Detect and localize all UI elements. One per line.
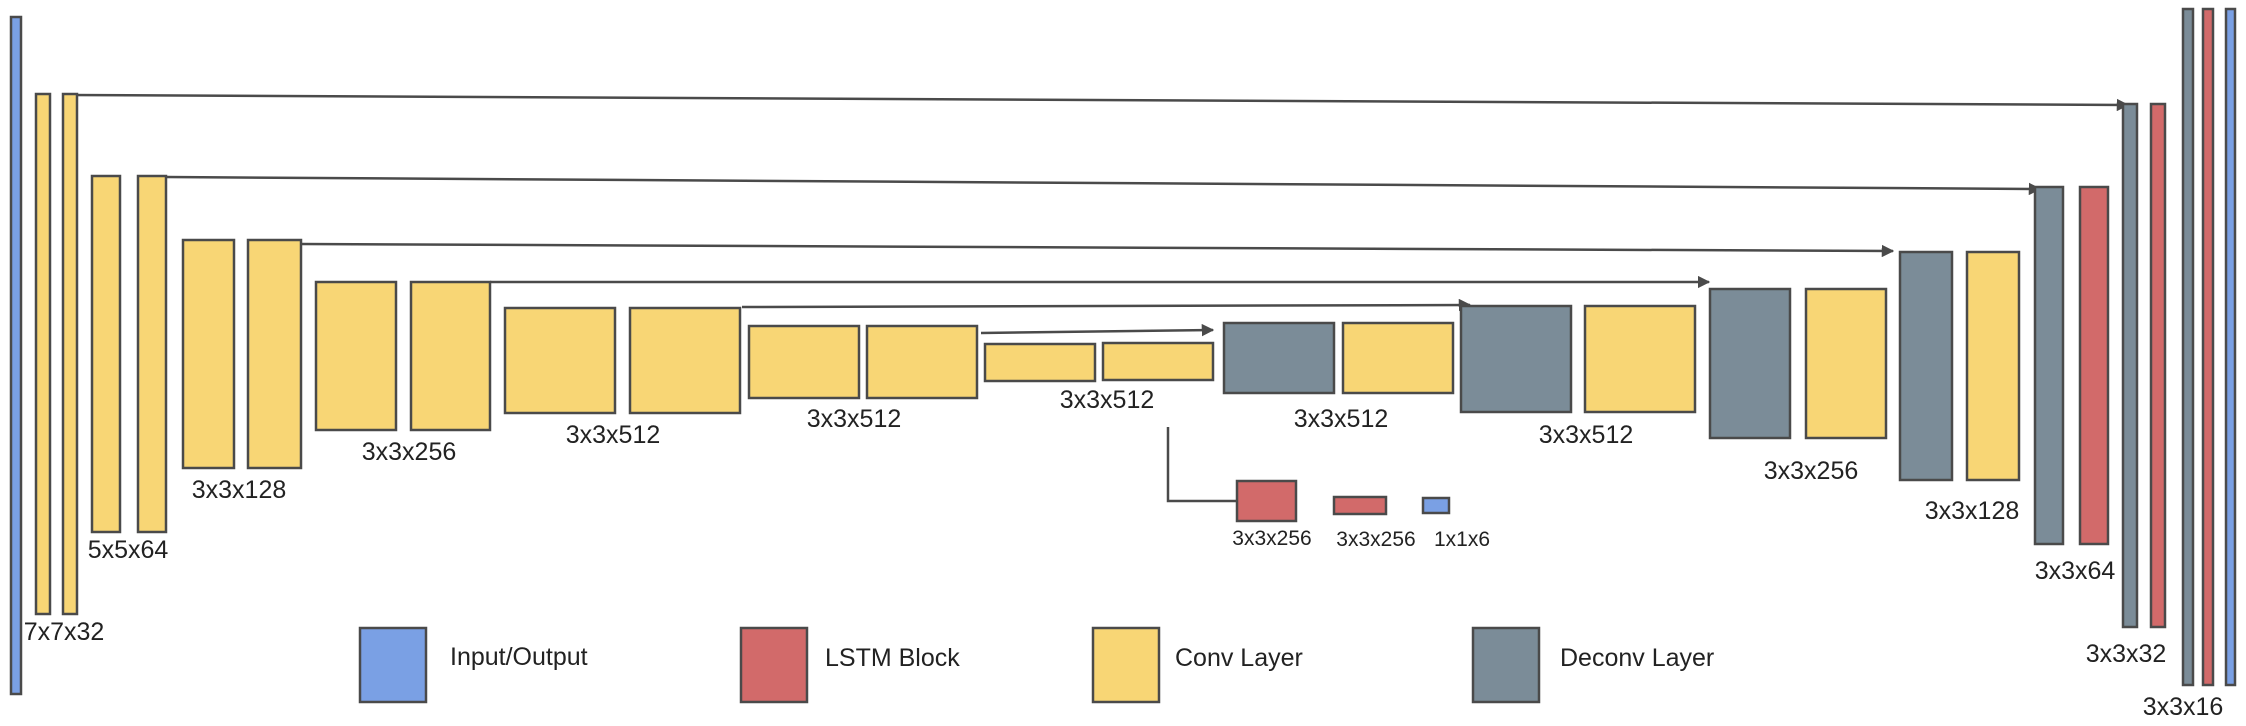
conv-block-5a xyxy=(503,306,617,415)
label-dec-l5: 3x3x64 xyxy=(2035,557,2116,585)
output-block xyxy=(2224,7,2237,687)
label-dec-l6: 3x3x32 xyxy=(2086,640,2167,668)
lstm-block-bottleneck-2 xyxy=(1332,495,1388,516)
label-enc-l1: 7x7x32 xyxy=(24,618,105,646)
conv-block-5b xyxy=(628,306,742,415)
legend: Input/Output LSTM Block Conv Layer Decon… xyxy=(358,626,1714,704)
skip-arrow-1 xyxy=(68,93,2130,112)
label-enc-l7: 3x3x512 xyxy=(1060,386,1155,414)
bottleneck-branch-line xyxy=(1166,427,1237,503)
label-bottleneck-out: 1x1x6 xyxy=(1434,528,1490,551)
label-enc-l5: 3x3x512 xyxy=(566,421,661,449)
label-enc-l6: 3x3x512 xyxy=(807,405,902,433)
label-dec-l7: 3x3x16 xyxy=(2143,693,2224,721)
conv-block-2b xyxy=(136,174,168,534)
conv-block-dec-1 xyxy=(1341,321,1455,395)
conv-block-4b xyxy=(409,280,492,432)
label-lstm-2: 3x3x256 xyxy=(1336,528,1415,551)
label-enc-l4: 3x3x256 xyxy=(362,438,457,466)
legend-item-lstm-block: LSTM Block xyxy=(739,626,960,704)
label-lstm-1: 3x3x256 xyxy=(1232,527,1311,550)
conv-block-dec-4 xyxy=(1965,250,2021,482)
deconv-layer-swatch xyxy=(1471,626,1541,704)
deconv-block-2 xyxy=(1459,304,1573,414)
label-enc-l3: 3x3x128 xyxy=(192,476,287,504)
skip-arrow-5 xyxy=(741,298,1472,312)
legend-label-conv-layer: Conv Layer xyxy=(1175,644,1303,672)
label-dec-l1: 3x3x512 xyxy=(1294,405,1389,433)
deconv-block-6 xyxy=(2121,102,2139,629)
skip-arrow-3 xyxy=(300,242,1895,258)
lstm-block-dec-6 xyxy=(2149,102,2167,629)
deconv-block-7 xyxy=(2181,7,2195,687)
decoder xyxy=(1222,7,2237,687)
conv-block-6b xyxy=(865,324,979,400)
conv-block-1b xyxy=(61,92,79,616)
label-enc-l2: 5x5x64 xyxy=(88,536,169,564)
lstm-block-dec-7 xyxy=(2201,7,2215,687)
conv-block-dec-2 xyxy=(1583,304,1697,414)
label-dec-l4: 3x3x128 xyxy=(1925,497,2020,525)
skip-arrow-6 xyxy=(980,323,1215,337)
label-dec-l3: 3x3x256 xyxy=(1764,457,1859,485)
dimension-labels: 7x7x32 5x5x64 3x3x128 3x3x256 3x3x512 3x… xyxy=(24,386,2224,721)
skip-arrow-2 xyxy=(165,175,2042,196)
conv-block-1a xyxy=(34,92,52,616)
lstm-block-bottleneck-1 xyxy=(1235,479,1298,523)
skip-connections xyxy=(68,93,2130,503)
bottleneck xyxy=(1235,479,1451,523)
lstm-block-dec-5 xyxy=(2078,185,2110,546)
conv-block-7b xyxy=(1101,341,1215,382)
legend-item-conv-layer: Conv Layer xyxy=(1091,626,1303,704)
encoder xyxy=(9,15,1215,696)
conv-block-6a xyxy=(747,324,861,400)
deconv-block-1 xyxy=(1222,321,1336,395)
label-dec-l2: 3x3x512 xyxy=(1539,421,1634,449)
lstm-block-swatch xyxy=(739,626,809,704)
deconv-block-3 xyxy=(1708,287,1792,440)
conv-block-3a xyxy=(181,238,236,470)
conv-block-3b xyxy=(246,238,303,470)
legend-label-lstm-block: LSTM Block xyxy=(825,644,960,672)
legend-label-input-output: Input/Output xyxy=(450,643,588,671)
legend-item-deconv-layer: Deconv Layer xyxy=(1471,626,1714,704)
input-block xyxy=(9,15,23,696)
conv-layer-swatch xyxy=(1091,626,1161,704)
conv-block-7a xyxy=(983,342,1097,383)
input-output-swatch xyxy=(358,626,428,704)
conv-block-4a xyxy=(314,280,398,432)
conv-block-2a xyxy=(90,174,122,534)
deconv-block-5 xyxy=(2033,185,2065,546)
legend-item-input-output: Input/Output xyxy=(358,626,588,704)
conv-block-dec-3 xyxy=(1804,287,1888,440)
legend-label-deconv-layer: Deconv Layer xyxy=(1560,644,1714,672)
deconv-block-4 xyxy=(1898,250,1954,482)
output-block-bottleneck xyxy=(1421,496,1451,515)
